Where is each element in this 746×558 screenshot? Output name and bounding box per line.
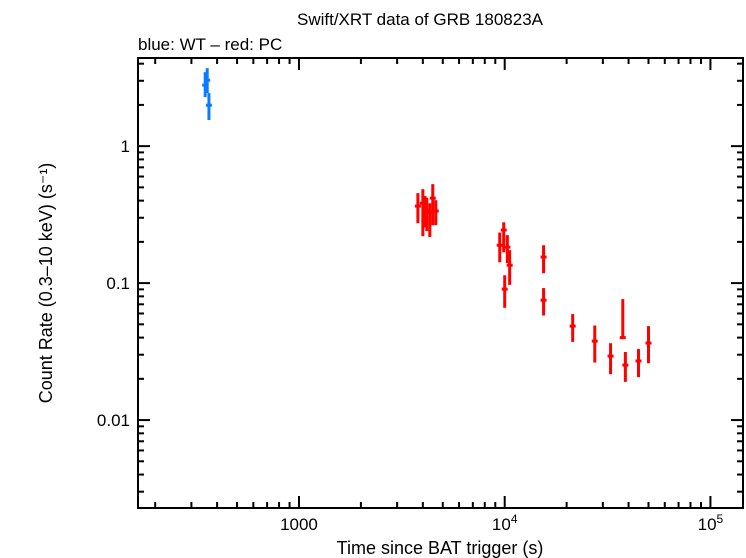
data-point-pc	[619, 299, 626, 340]
axes: 1000 104 105 1 0.1 0.01	[97, 57, 744, 534]
x-tick-label: 104	[492, 512, 518, 534]
chart-title: Swift/XRT data of GRB 180823A	[297, 10, 544, 29]
plot-frame	[137, 57, 744, 509]
data-point-pc	[607, 343, 614, 375]
y-axis-label: Count Rate (0.3–10 keV) (s⁻¹)	[36, 163, 56, 404]
data-point-pc	[504, 235, 511, 264]
data-point-pc	[591, 325, 598, 363]
data-point-pc	[645, 326, 652, 364]
x-tick-exponent: 5	[717, 512, 724, 526]
data-point-pc	[496, 232, 503, 263]
data-point-pc	[500, 222, 507, 253]
y-tick-label: 0.1	[106, 274, 130, 293]
data-point-pc	[501, 275, 508, 308]
data-point-pc	[569, 314, 576, 342]
data-point-pc	[540, 245, 547, 274]
chart-subtitle: blue: WT – red: PC	[138, 35, 282, 54]
x-axis-label: Time since BAT trigger (s)	[337, 538, 544, 558]
x-tick-label: 105	[698, 512, 724, 534]
data-point-pc	[432, 200, 439, 226]
data-point-pc	[540, 288, 547, 316]
data-point-pc	[414, 193, 421, 224]
data-point-pc	[429, 184, 436, 226]
data-points	[202, 68, 652, 382]
data-point-pc	[635, 349, 642, 378]
y-tick-label: 0.01	[97, 411, 130, 430]
x-tick-label: 1000	[280, 515, 318, 534]
x-tick-exponent: 4	[511, 512, 518, 526]
y-tick-label: 1	[121, 137, 130, 156]
data-point-wt	[205, 93, 212, 121]
data-point-wt	[204, 68, 211, 94]
data-point-pc	[622, 351, 629, 382]
data-point-pc	[506, 250, 513, 285]
